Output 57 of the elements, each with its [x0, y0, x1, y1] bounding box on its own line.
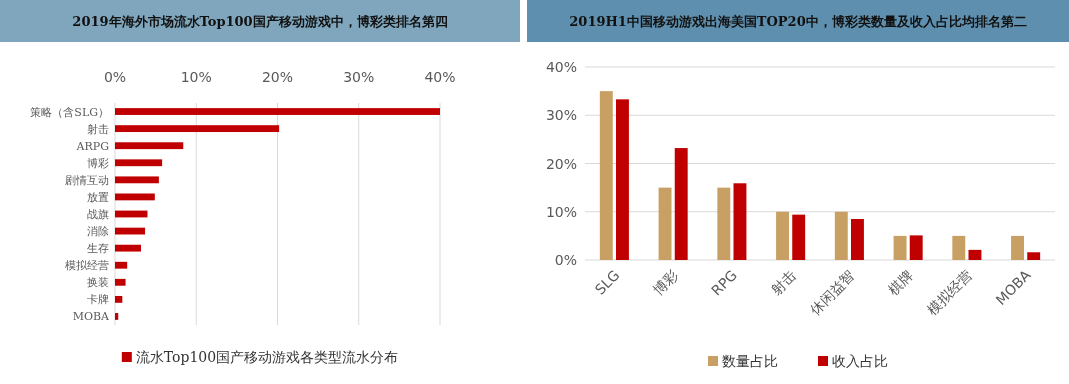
legend-label: 数量占比 [722, 353, 778, 369]
y-tick-label: 博彩 [87, 156, 109, 170]
y-tick-label: 生存 [87, 242, 109, 256]
bar [968, 249, 982, 260]
legend-label: 流水Top100国产移动游戏各类型流水分布 [135, 349, 399, 365]
y-tick-label: 10% [545, 203, 577, 220]
bar [115, 176, 159, 184]
bar [717, 187, 731, 260]
y-tick-label: 40% [545, 59, 577, 75]
bar [1011, 235, 1025, 260]
bar [658, 187, 672, 260]
bar [115, 244, 141, 252]
legend-label: 收入占比 [832, 353, 888, 369]
bar [115, 295, 123, 303]
chart-title: 2019H1中国移动游戏出海美国TOP20中，博彩类数量及收入占比均排名第二 [569, 14, 1027, 29]
x-tick-label: 棋牌 [885, 266, 917, 298]
y-tick-label: 20% [545, 155, 577, 172]
bar [834, 211, 848, 260]
bar [115, 159, 163, 167]
bar [776, 211, 790, 260]
bar [893, 235, 907, 260]
y-tick-label: 射击 [87, 122, 109, 136]
y-tick-label: 策略（含SLG） [30, 105, 109, 119]
y-tick-label: 卡牌 [87, 293, 109, 307]
y-tick-label: ARPG [75, 139, 109, 153]
x-tick-label: 模拟经营 [924, 266, 975, 318]
bar [115, 313, 119, 320]
chart-title: 2019年海外市场流水Top100国产移动游戏中，博彩类排名第四 [72, 14, 448, 29]
x-tick-label: 30% [343, 69, 375, 85]
bar [115, 278, 126, 286]
y-tick-label: 0% [554, 252, 577, 268]
bar [115, 108, 440, 115]
bar [615, 99, 629, 260]
x-tick-label: 10% [180, 69, 212, 85]
bar [115, 125, 280, 133]
y-tick-label: 30% [545, 107, 577, 124]
bar [850, 218, 864, 260]
x-tick-label: 40% [424, 69, 456, 85]
bar [115, 261, 128, 269]
x-tick-label: 射击 [767, 266, 799, 298]
bar [674, 148, 688, 260]
y-tick-label: 放置 [87, 190, 109, 204]
x-tick-label: 休闲益智 [806, 266, 858, 318]
bar [909, 235, 923, 260]
x-tick-label: 0% [103, 69, 127, 85]
bar [599, 91, 613, 260]
bar [1027, 252, 1041, 260]
y-tick-label: 剧情互动 [65, 173, 109, 187]
y-tick-label: 战旗 [87, 208, 109, 221]
bar [733, 183, 747, 260]
y-tick-label: 换装 [87, 276, 109, 290]
bar [952, 235, 966, 260]
x-tick-label: 博彩 [650, 266, 682, 298]
x-tick-label: 20% [261, 69, 294, 85]
y-tick-label: 消除 [87, 225, 109, 239]
bar [792, 214, 806, 260]
bar [115, 142, 184, 150]
